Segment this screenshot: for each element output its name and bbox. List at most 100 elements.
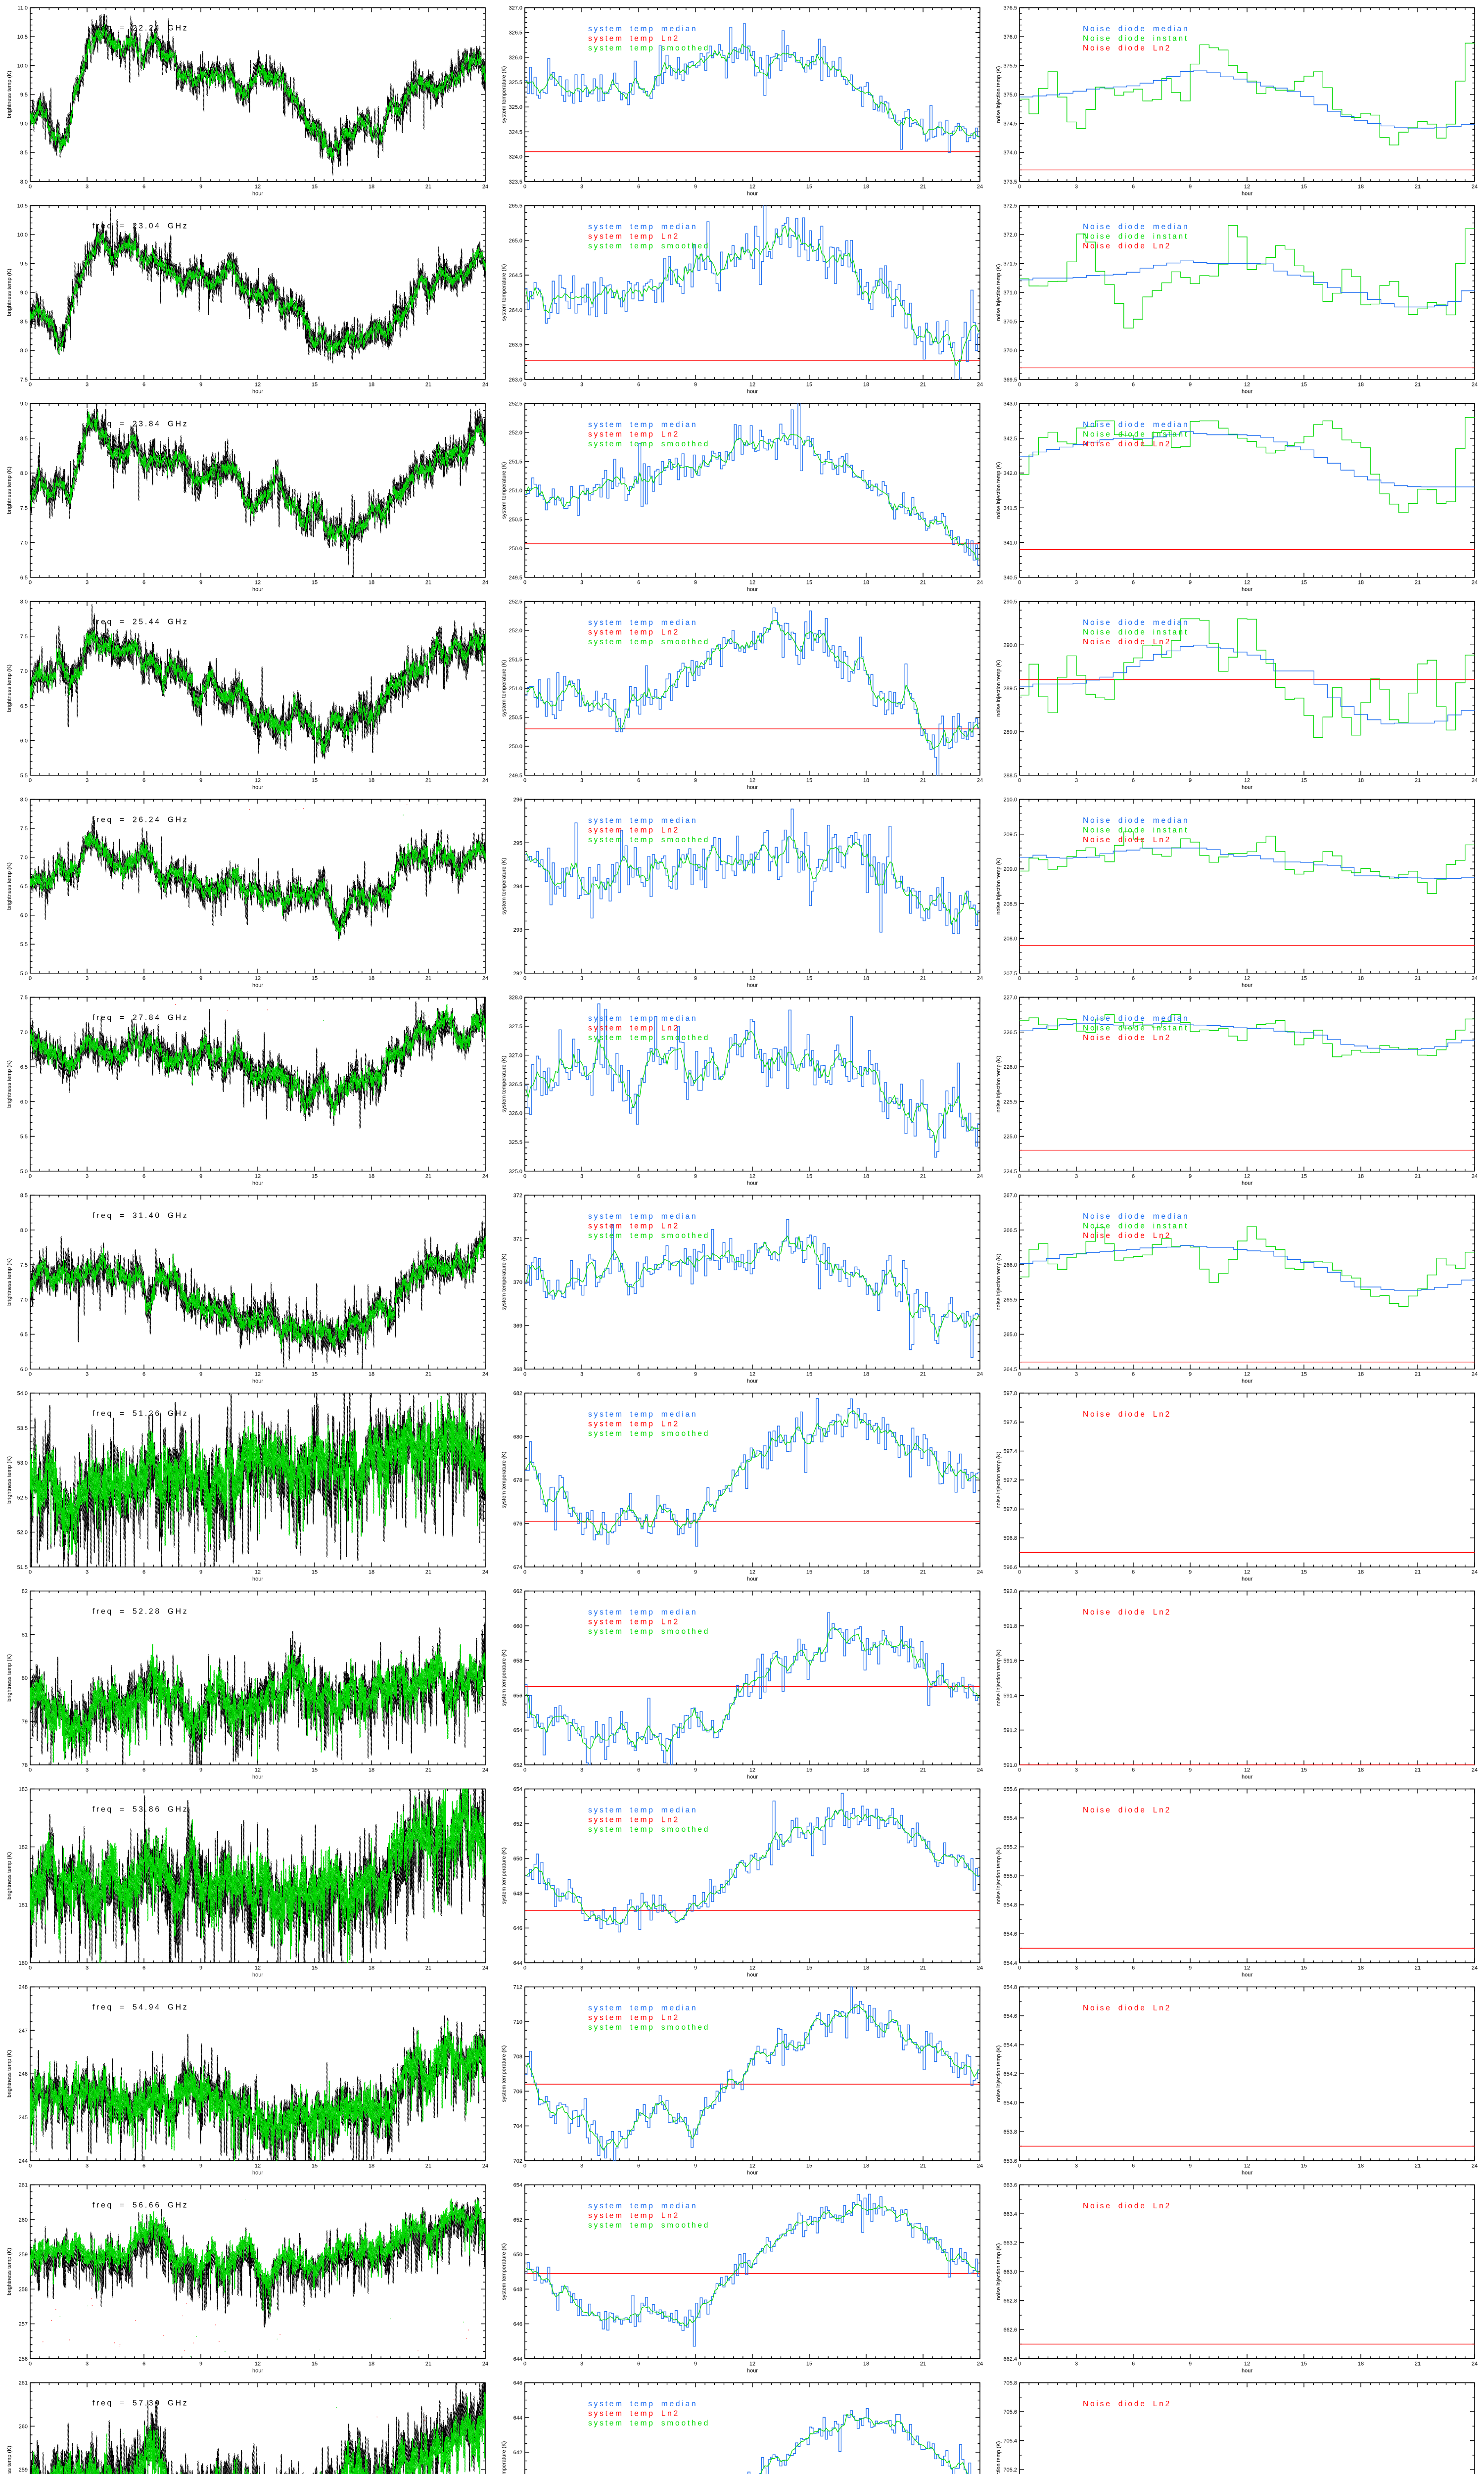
svg-text:374.0: 374.0 <box>1003 150 1017 156</box>
svg-text:hour: hour <box>252 389 263 395</box>
svg-text:hour: hour <box>252 785 263 791</box>
svg-text:18: 18 <box>369 184 374 190</box>
svg-text:3: 3 <box>580 1570 583 1575</box>
svg-text:326.0: 326.0 <box>509 55 522 61</box>
svg-text:9: 9 <box>1189 382 1192 388</box>
svg-text:21: 21 <box>1415 382 1421 388</box>
svg-text:18: 18 <box>369 1570 374 1575</box>
svg-text:591.6: 591.6 <box>1003 1658 1017 1664</box>
svg-text:325.5: 325.5 <box>509 1140 522 1145</box>
svg-text:225.5: 225.5 <box>1003 1099 1017 1105</box>
svg-text:704: 704 <box>513 2124 522 2130</box>
svg-text:hour: hour <box>252 2368 263 2374</box>
svg-text:325.0: 325.0 <box>509 1169 522 1175</box>
svg-text:21: 21 <box>920 382 926 388</box>
svg-text:15: 15 <box>1301 382 1307 388</box>
svg-text:8.5: 8.5 <box>20 1193 28 1199</box>
svg-text:264.5: 264.5 <box>1003 1367 1017 1373</box>
svg-text:freq = 26.24 GHz: freq = 26.24 GHz <box>93 816 188 824</box>
svg-text:326.5: 326.5 <box>509 30 522 36</box>
svg-text:3: 3 <box>86 976 89 982</box>
svg-text:224.5: 224.5 <box>1003 1169 1017 1175</box>
svg-text:noise injection temp (K): noise injection temp (K) <box>996 1254 1002 1311</box>
svg-text:82: 82 <box>22 1589 28 1595</box>
svg-text:79: 79 <box>22 1719 28 1725</box>
svg-text:system temperature (K): system temperature (K) <box>501 1848 507 1904</box>
svg-text:182: 182 <box>19 1845 28 1851</box>
svg-text:system temp Ln2: system temp Ln2 <box>588 430 680 439</box>
svg-text:system temp Ln2: system temp Ln2 <box>588 1420 680 1428</box>
svg-text:6: 6 <box>142 778 145 784</box>
svg-text:18: 18 <box>1358 1767 1364 1773</box>
svg-text:12: 12 <box>1244 1570 1250 1575</box>
svg-text:21: 21 <box>425 382 431 388</box>
svg-text:hour: hour <box>252 983 263 989</box>
svg-text:8.0: 8.0 <box>20 471 28 476</box>
svg-text:288.5: 288.5 <box>1003 773 1017 779</box>
svg-text:Noise diode Ln2: Noise diode Ln2 <box>1083 1608 1171 1617</box>
svg-text:3: 3 <box>1075 1174 1078 1180</box>
svg-text:freq = 25.44 GHz: freq = 25.44 GHz <box>93 618 188 626</box>
svg-text:3: 3 <box>1075 2361 1078 2367</box>
svg-text:24: 24 <box>1472 2361 1478 2367</box>
svg-text:264.5: 264.5 <box>509 273 522 279</box>
svg-text:655.2: 655.2 <box>1003 1845 1017 1851</box>
svg-text:591.8: 591.8 <box>1003 1623 1017 1629</box>
svg-text:12: 12 <box>749 2163 755 2169</box>
svg-text:9: 9 <box>1189 1767 1192 1773</box>
svg-text:hour: hour <box>252 1181 263 1187</box>
svg-text:3: 3 <box>1075 1570 1078 1575</box>
svg-text:342.0: 342.0 <box>1003 471 1017 476</box>
svg-text:21: 21 <box>920 2163 926 2169</box>
svg-text:15: 15 <box>312 1174 318 1180</box>
svg-text:12: 12 <box>255 1570 261 1575</box>
svg-text:Noise diode median: Noise diode median <box>1083 1212 1189 1221</box>
svg-text:371: 371 <box>513 1236 522 1242</box>
svg-text:259: 259 <box>19 2467 28 2473</box>
svg-text:6: 6 <box>1132 2361 1135 2367</box>
svg-text:3: 3 <box>1075 1767 1078 1773</box>
svg-text:system temperature (K): system temperature (K) <box>501 2441 507 2474</box>
svg-text:12: 12 <box>749 382 755 388</box>
svg-text:712: 712 <box>513 1985 522 1991</box>
svg-text:0: 0 <box>1018 778 1021 784</box>
svg-text:3: 3 <box>1075 580 1078 586</box>
svg-text:12: 12 <box>749 1372 755 1378</box>
svg-text:642: 642 <box>513 2450 522 2456</box>
svg-text:9: 9 <box>1189 184 1192 190</box>
svg-text:343.0: 343.0 <box>1003 401 1017 407</box>
svg-text:12: 12 <box>749 1174 755 1180</box>
svg-text:15: 15 <box>312 976 318 982</box>
svg-text:375.0: 375.0 <box>1003 92 1017 98</box>
svg-text:Noise diode Ln2: Noise diode Ln2 <box>1083 1232 1171 1240</box>
svg-text:7.5: 7.5 <box>20 1262 28 1268</box>
svg-text:15: 15 <box>312 1965 318 1971</box>
svg-text:12: 12 <box>749 1965 755 1971</box>
svg-text:9: 9 <box>199 1174 202 1180</box>
svg-text:15: 15 <box>1301 2361 1307 2367</box>
svg-text:18: 18 <box>1358 1570 1364 1575</box>
svg-text:system temperature (K): system temperature (K) <box>501 858 507 915</box>
svg-text:21: 21 <box>920 2361 926 2367</box>
svg-text:9: 9 <box>694 1570 697 1575</box>
svg-text:21: 21 <box>1415 1767 1421 1773</box>
svg-text:652: 652 <box>513 2217 522 2223</box>
svg-text:680: 680 <box>513 1434 522 1440</box>
svg-text:18: 18 <box>863 2361 869 2367</box>
svg-text:9: 9 <box>1189 1965 1192 1971</box>
svg-text:24: 24 <box>1472 1174 1478 1180</box>
svg-text:53.5: 53.5 <box>17 1426 28 1431</box>
svg-text:12: 12 <box>749 778 755 784</box>
svg-text:Noise diode median: Noise diode median <box>1083 1014 1189 1023</box>
svg-text:hour: hour <box>1242 1379 1252 1384</box>
svg-text:591.2: 591.2 <box>1003 1728 1017 1734</box>
svg-text:9: 9 <box>694 2163 697 2169</box>
svg-text:340.5: 340.5 <box>1003 575 1017 581</box>
svg-text:system temp median: system temp median <box>588 1806 697 1814</box>
svg-text:21: 21 <box>920 1174 926 1180</box>
svg-text:system temperature (K): system temperature (K) <box>501 66 507 123</box>
svg-text:7.5: 7.5 <box>20 505 28 511</box>
svg-text:3: 3 <box>580 1372 583 1378</box>
svg-text:15: 15 <box>1301 778 1307 784</box>
svg-text:6: 6 <box>142 1174 145 1180</box>
